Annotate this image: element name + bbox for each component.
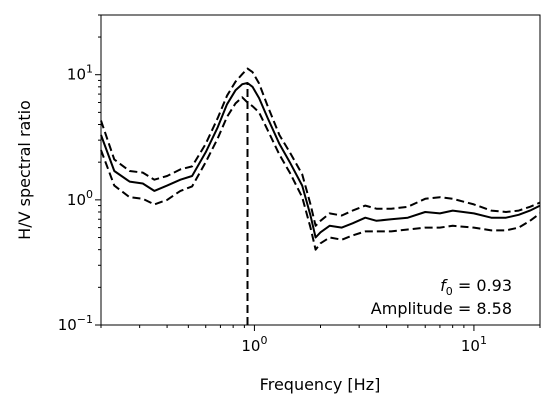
y-tick-label-0-1: 10−1 xyxy=(58,313,93,334)
series-line-median xyxy=(100,82,541,239)
y-axis-label: H/V spectral ratio xyxy=(15,100,34,240)
axis-ticks xyxy=(95,14,541,331)
y-tick-label-10: 101 xyxy=(67,63,93,84)
x-tick-label-10: 101 xyxy=(461,334,487,355)
series-line-upper xyxy=(100,67,541,227)
x-tick-label-1: 100 xyxy=(241,334,267,355)
series-lines xyxy=(100,67,541,251)
series-line-lower xyxy=(100,96,541,251)
x-axis-label: Frequency [Hz] xyxy=(260,375,381,394)
amplitude-annotation: Amplitude = 8.58 xyxy=(371,299,512,318)
y-tick-label-1: 100 xyxy=(67,188,93,209)
f0-annotation: f0 = 0.93 xyxy=(440,276,512,298)
